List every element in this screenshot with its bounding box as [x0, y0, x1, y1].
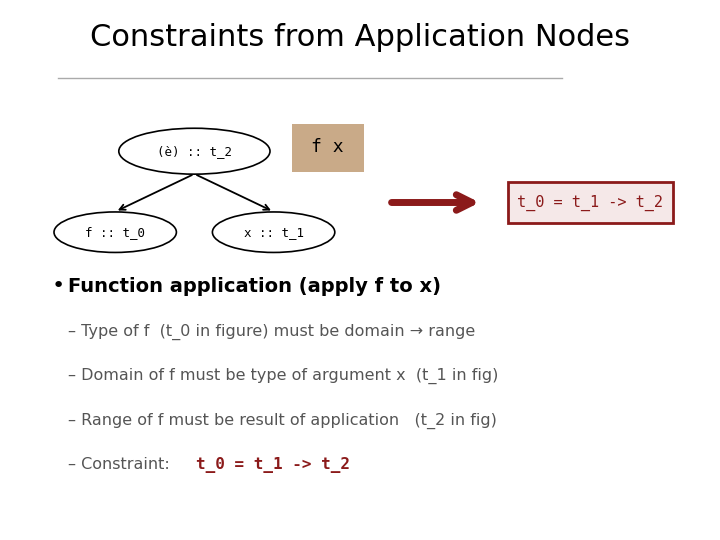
Text: •: • [52, 276, 65, 296]
Text: – Type of f  (t_0 in figure) must be domain → range: – Type of f (t_0 in figure) must be doma… [68, 324, 476, 340]
Text: f x: f x [311, 138, 344, 157]
Ellipse shape [212, 212, 335, 253]
Text: x :: t_1: x :: t_1 [243, 226, 304, 239]
Ellipse shape [119, 128, 270, 174]
Text: – Constraint:: – Constraint: [68, 457, 181, 472]
Text: (è) :: t_2: (è) :: t_2 [157, 145, 232, 158]
Text: Constraints from Application Nodes: Constraints from Application Nodes [90, 23, 630, 52]
FancyBboxPatch shape [292, 124, 364, 172]
Text: – Domain of f must be type of argument x  (t_1 in fig): – Domain of f must be type of argument x… [68, 368, 499, 384]
FancyBboxPatch shape [508, 183, 673, 222]
Text: t_0 = t_1 -> t_2: t_0 = t_1 -> t_2 [518, 194, 663, 211]
Ellipse shape [54, 212, 176, 253]
Text: f :: t_0: f :: t_0 [85, 226, 145, 239]
Text: Function application (apply f to x): Function application (apply f to x) [68, 276, 441, 296]
Text: – Range of f must be result of application   (t_2 in fig): – Range of f must be result of applicati… [68, 413, 498, 429]
Text: t_0 = t_1 -> t_2: t_0 = t_1 -> t_2 [196, 457, 350, 473]
